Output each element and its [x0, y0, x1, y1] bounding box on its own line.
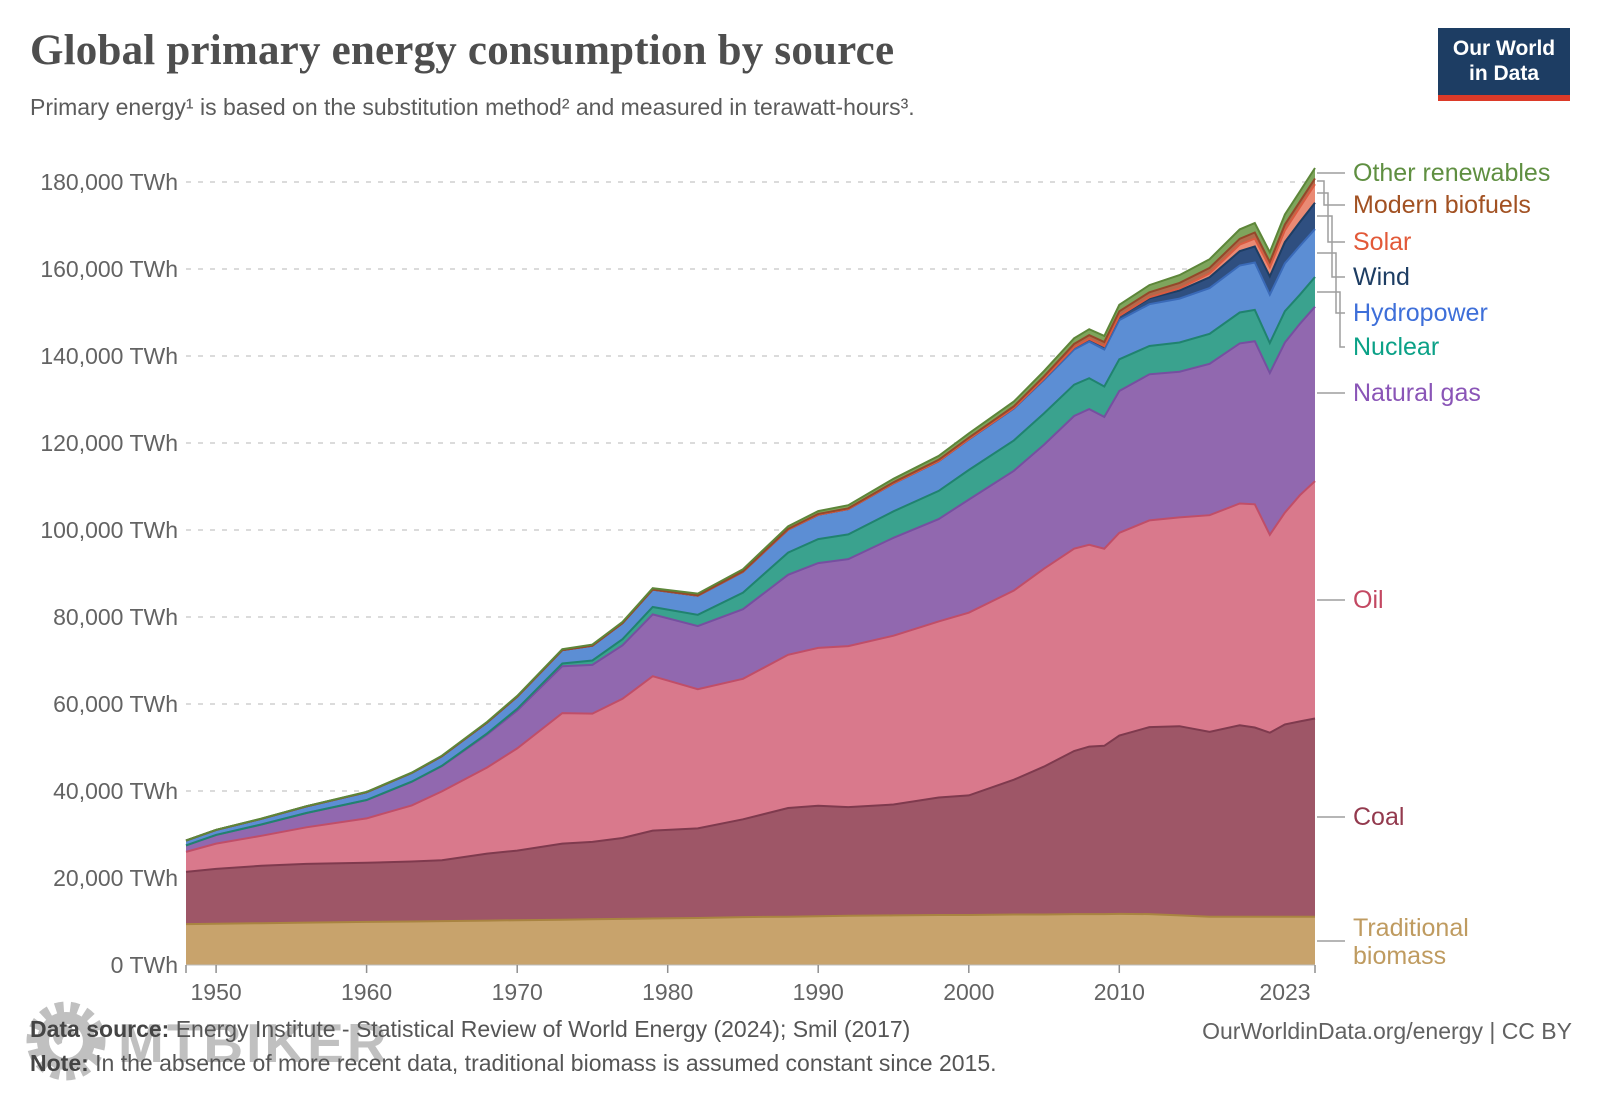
legend-label-wind: Wind — [1353, 263, 1410, 291]
owid-logo-line2: in Data — [1468, 61, 1539, 85]
footer-credit-link[interactable]: OurWorldinData.org/energy | CC BY — [1202, 1018, 1572, 1044]
legend-label-hydropower: Hydropower — [1353, 299, 1488, 327]
legend-label-nuclear: Nuclear — [1353, 333, 1439, 361]
y-axis-label: 20,000 TWh — [53, 865, 178, 891]
legend-label-coal: Coal — [1353, 803, 1404, 831]
y-axis-label: 120,000 TWh — [40, 430, 178, 456]
legend-label-natural-gas: Natural gas — [1353, 379, 1481, 407]
area-traditional-biomass — [186, 913, 1315, 965]
x-axis-label: 1990 — [793, 979, 844, 1005]
legend-label-other-renewables: Other renewables — [1353, 159, 1550, 187]
y-axis-label: 0 TWh — [111, 952, 178, 978]
x-axis-label: 1970 — [492, 979, 543, 1005]
axis-labels: 0 TWh 20,000 TWh 40,000 TWh 60,000 TWh 80,00… — [40, 169, 1316, 1005]
y-axis-label: 40,000 TWh — [53, 778, 178, 804]
y-axis-label: 80,000 TWh — [53, 604, 178, 630]
legend-label-traditional-biomass-line1: Traditional — [1353, 914, 1469, 942]
area-line-traditional-biomass — [185, 912, 1315, 926]
owid-logo: Our World in Data — [1438, 28, 1570, 101]
watermark-text: MTBIKER — [118, 1012, 390, 1074]
page-subtitle: Primary energy¹ is based on the substitu… — [30, 94, 915, 120]
footer-note-label: Note: — [30, 1050, 89, 1076]
y-axis-label: 160,000 TWh — [40, 256, 178, 282]
footer-note: Note: In the absence of more recent data… — [30, 1050, 997, 1077]
footer-data-source-text: Energy Institute - Statistical Review of… — [169, 1016, 911, 1042]
y-axis-label: 60,000 TWh — [53, 691, 178, 717]
legend-label-traditional-biomass: Traditional biomass — [1353, 906, 1476, 970]
legend-label-traditional-biomass-line2: biomass — [1353, 942, 1446, 970]
area-boundary-lines — [185, 167, 1316, 926]
x-axis-label: 1960 — [341, 979, 392, 1005]
y-axis-label: 140,000 TWh — [40, 343, 178, 369]
legend-connector-solar — [1317, 192, 1345, 243]
legend-label-oil: Oil — [1353, 586, 1384, 614]
x-axis-label: 2010 — [1094, 979, 1145, 1005]
page-title: Global primary energy consumption by sou… — [30, 27, 895, 74]
area-line-oil — [185, 480, 1316, 853]
legend-connector-hydropower — [1317, 252, 1345, 314]
x-axis-label: 2023 — [1259, 979, 1310, 1005]
gear-icon — [26, 1001, 106, 1081]
legend-connector-wind — [1317, 215, 1345, 278]
chart-legend: Other renewables Modern biofuels Solar W… — [1317, 159, 1550, 970]
legend-connector-nuclear — [1317, 291, 1345, 348]
footer-data-source: Data source: Energy Institute - Statisti… — [30, 1016, 910, 1043]
area-coal — [186, 718, 1315, 925]
legend-label-modern-biofuels: Modern biofuels — [1353, 191, 1531, 219]
y-axis-label: 100,000 TWh — [40, 517, 178, 543]
x-axis-label: 1980 — [642, 979, 693, 1005]
footer-data-source-label: Data source: — [30, 1016, 170, 1042]
x-axis-label: 2000 — [943, 979, 994, 1005]
area-line-other-renewables — [185, 167, 1316, 842]
footer-note-text: In the absence of more recent data, trad… — [88, 1050, 997, 1076]
y-axis-label: 180,000 TWh — [40, 169, 178, 195]
owid-logo-line1: Our World — [1452, 37, 1556, 60]
watermark: MTBIKER — [20, 1000, 390, 1082]
area-oil — [186, 481, 1315, 872]
area-line-nuclear — [185, 276, 1316, 847]
x-axis-label: 1950 — [191, 979, 242, 1005]
legend-label-solar: Solar — [1353, 228, 1411, 256]
area-line-coal — [185, 717, 1316, 873]
